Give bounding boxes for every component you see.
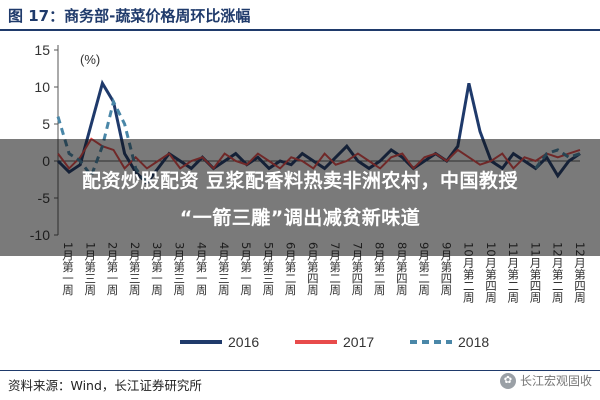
figure-title: 图 17：商务部-蔬菜价格周环比涨幅 <box>8 7 251 25</box>
watermark: ✿ 长江宏观固收 <box>499 372 592 389</box>
y-unit-label: (%) <box>80 52 100 67</box>
y-tick-label: 10 <box>34 79 50 95</box>
y-tick-label: 5 <box>42 116 50 132</box>
x-tick-label: 10月第四周 <box>484 242 498 303</box>
x-tick-label: 12月第二周 <box>551 242 565 303</box>
title-rule <box>0 29 600 31</box>
headline-overlay <box>0 139 600 256</box>
x-tick-label: 10月第二周 <box>462 242 476 303</box>
y-tick-label: 15 <box>34 42 50 58</box>
headline-line-2[interactable]: “一箭三雕”调出减贫新味道 <box>179 207 421 229</box>
legend-label-2016: 2016 <box>228 334 259 350</box>
legend-label-2017: 2017 <box>343 334 374 350</box>
x-tick-label: 12月第四周 <box>573 242 587 303</box>
legend-label-2018: 2018 <box>458 334 489 350</box>
headline-line-1[interactable]: 配资炒股配资 豆浆配香料热卖非洲农村，中国教授 <box>81 170 519 192</box>
wechat-icon: ✿ <box>499 372 516 389</box>
watermark-text: 长江宏观固收 <box>519 374 592 388</box>
x-tick-label: 11月第四周 <box>528 242 542 303</box>
source-note: 资料来源：Wind，长江证券研究所 <box>8 378 202 393</box>
chart-legend: 2016 2017 2018 <box>180 334 489 350</box>
footer-rule <box>0 370 600 371</box>
x-tick-label: 11月第二周 <box>506 242 520 303</box>
